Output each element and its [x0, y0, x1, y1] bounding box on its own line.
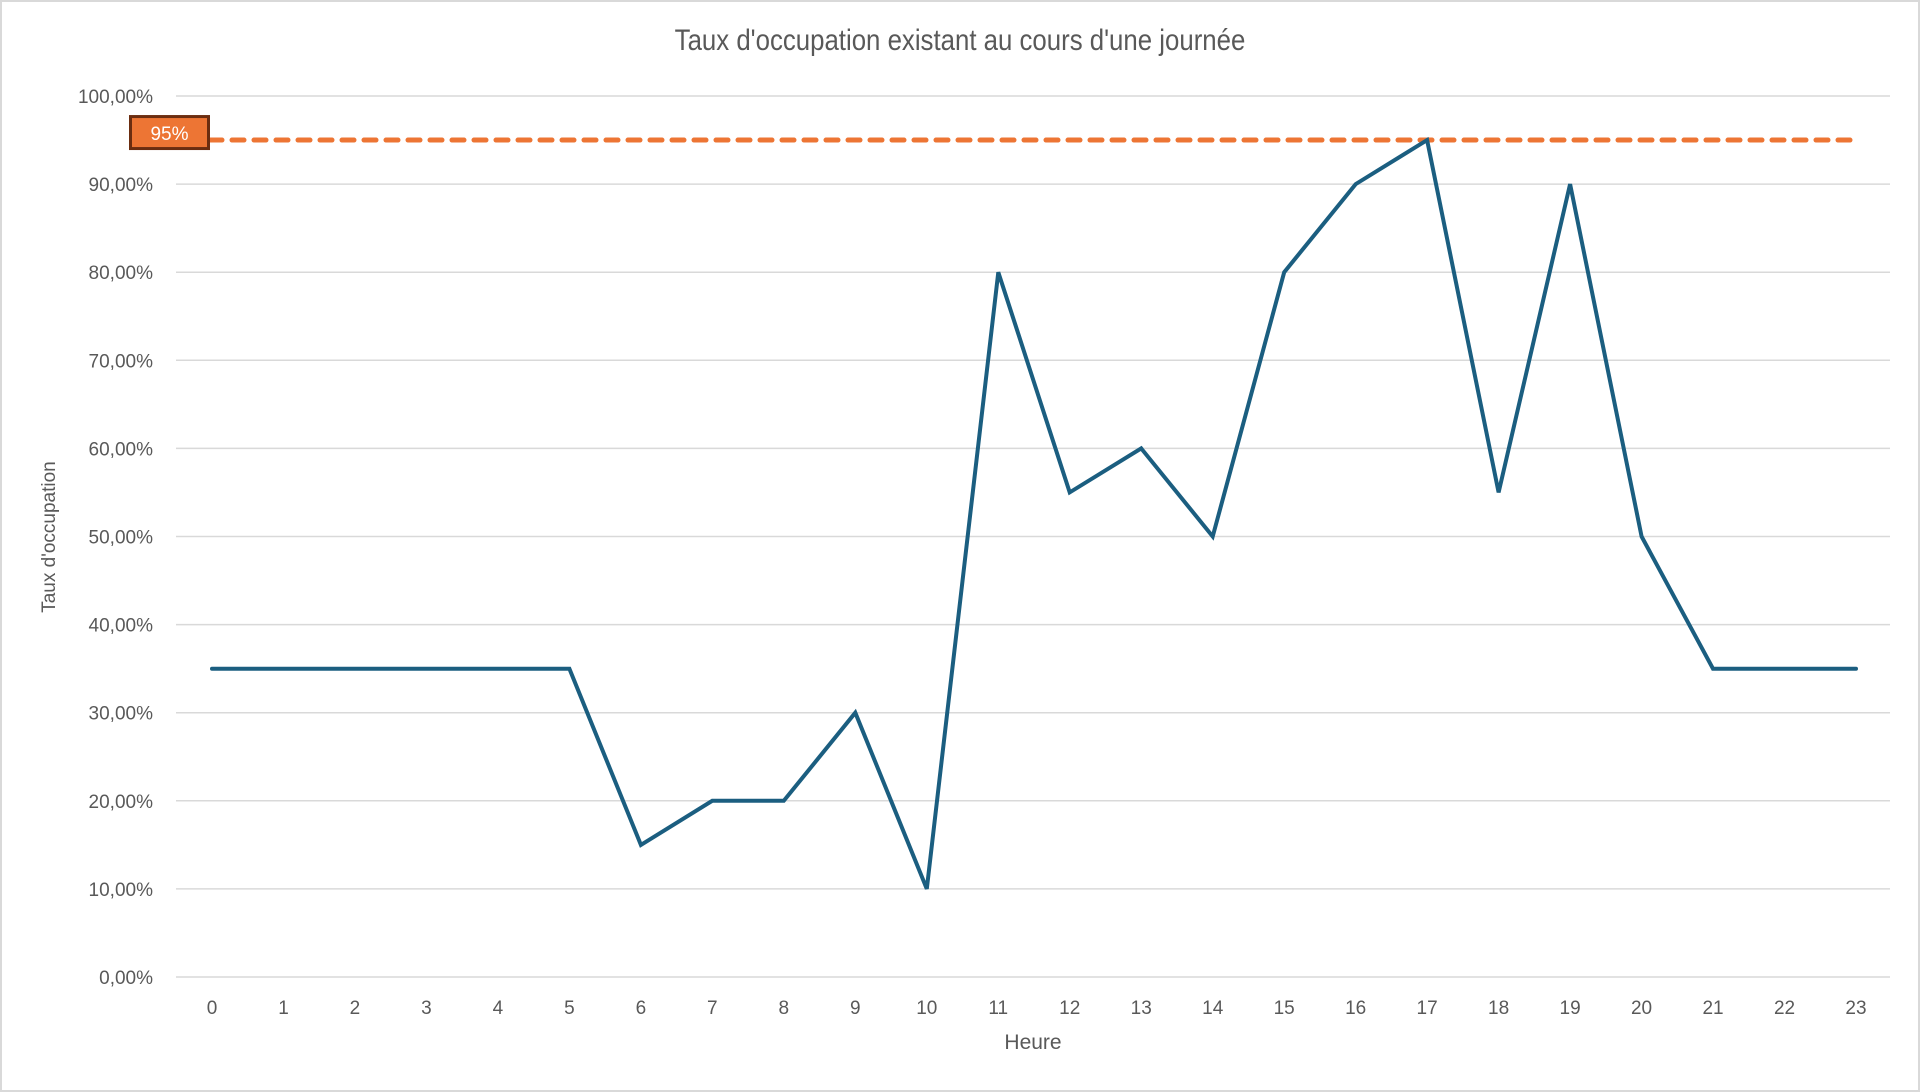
y-tick-label: 0,00%: [99, 968, 153, 989]
y-tick-label: 20,00%: [89, 792, 154, 813]
x-tick-label: 16: [1345, 998, 1366, 1019]
threshold-label-text: 95%: [150, 124, 188, 145]
x-axis-label: Heure: [1004, 1031, 1062, 1054]
threshold-label: 95%: [129, 115, 210, 151]
y-tick-label: 70,00%: [89, 351, 154, 372]
y-tick-label: 50,00%: [89, 528, 154, 549]
x-tick-label: 22: [1774, 998, 1795, 1019]
y-axis-ticks: 0,00% 10,00% 20,00% 30,00% 40,00% 50,00% 60,00…: [78, 87, 153, 989]
threshold-label-box: [129, 115, 210, 151]
gridlines: [176, 95, 1890, 978]
x-axis-ticks: 0 1 2 3 4 5 6 7 8 9 10 11 12 13 14 15 16 17 18 19 20 21 22 23: [207, 998, 1867, 1019]
x-tick-label: 21: [1702, 998, 1723, 1019]
x-tick-label: 3: [421, 998, 432, 1019]
x-tick-label: 15: [1274, 998, 1295, 1019]
x-tick-label: 5: [564, 998, 575, 1019]
x-tick-label: 0: [207, 998, 218, 1019]
x-tick-label: 9: [850, 998, 861, 1019]
x-tick-label: 7: [707, 998, 718, 1019]
series-line: [210, 136, 1858, 890]
y-tick-label: 40,00%: [89, 616, 154, 637]
x-tick-label: 19: [1560, 998, 1581, 1019]
x-tick-label: 8: [779, 998, 790, 1019]
x-tick-label: 23: [1845, 998, 1866, 1019]
x-tick-label: 13: [1131, 998, 1152, 1019]
x-tick-label: 17: [1417, 998, 1438, 1019]
x-tick-label: 14: [1202, 998, 1224, 1019]
x-tick-label: 2: [350, 998, 361, 1019]
data-series: [210, 136, 1858, 890]
x-tick-label: 18: [1488, 998, 1509, 1019]
y-tick-label: 60,00%: [89, 439, 154, 460]
x-tick-label: 1: [278, 998, 289, 1019]
x-tick-label: 10: [916, 998, 937, 1019]
y-tick-label: 80,00%: [89, 263, 154, 284]
y-tick-label: 90,00%: [89, 175, 154, 196]
x-tick-label: 20: [1631, 998, 1652, 1019]
y-tick-label: 30,00%: [89, 704, 154, 725]
x-tick-label: 4: [493, 998, 504, 1019]
y-tick-label: 10,00%: [89, 880, 154, 901]
chart-title: Taux d'occupation existant au cours d'un…: [674, 24, 1246, 57]
x-tick-label: 12: [1059, 998, 1080, 1019]
y-tick-label: 100,00%: [78, 87, 153, 108]
x-tick-label: 11: [988, 998, 1008, 1019]
x-tick-label: 6: [636, 998, 647, 1019]
